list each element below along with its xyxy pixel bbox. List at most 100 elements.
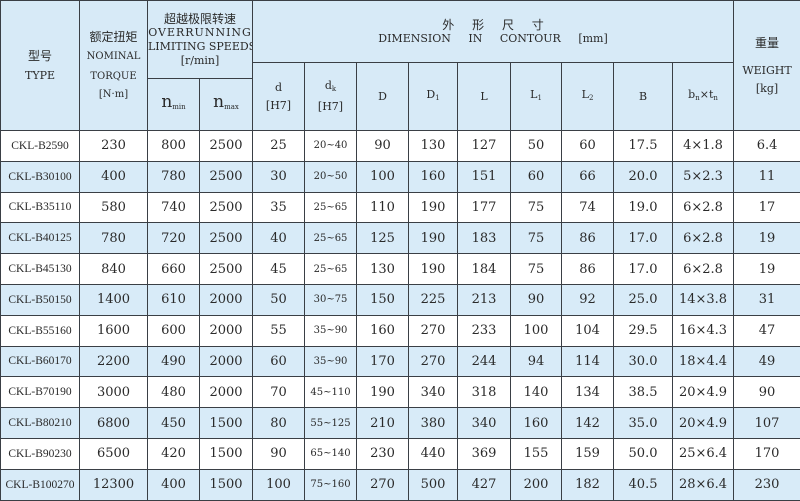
weight-header-cn: 重量: [734, 36, 800, 50]
speed-header-en2: LIMITING SPEEDS: [148, 40, 252, 54]
cell-L2: 104: [562, 315, 614, 346]
cell-d: 50: [253, 284, 305, 315]
cell-D1: 190: [409, 192, 458, 223]
cell-torque: 6800: [80, 408, 148, 439]
cell-L: 318: [458, 377, 511, 408]
cell-bn-tn: 16×4.3: [673, 315, 734, 346]
col-L1: L1: [511, 63, 562, 131]
cell-nmin: 480: [148, 377, 200, 408]
cell-d: 60: [253, 346, 305, 377]
cell-B: 40.5: [614, 469, 673, 500]
cell-B: 19.0: [614, 192, 673, 223]
cell-B: 35.0: [614, 408, 673, 439]
cell-d: 70: [253, 377, 305, 408]
cell-type: CKL-B70190: [1, 377, 80, 408]
cell-D: 270: [357, 469, 409, 500]
cell-L: 177: [458, 192, 511, 223]
cell-d: 35: [253, 192, 305, 223]
cell-torque: 6500: [80, 438, 148, 469]
cell-D: 170: [357, 346, 409, 377]
cell-L2: 142: [562, 408, 614, 439]
speed-header: 超越极限转速 OVERRUNNING LIMITING SPEEDS [r/mi…: [148, 1, 253, 79]
speed-header-unit: [r/min]: [148, 54, 252, 68]
cell-D1: 160: [409, 161, 458, 192]
dim-cn-char: 外: [442, 18, 454, 32]
col-d-unit: [H7]: [253, 99, 304, 113]
dim-cn-char: 形: [472, 18, 484, 32]
cell-nmax: 2500: [200, 161, 253, 192]
cell-type: CKL-B2590: [1, 131, 80, 162]
torque-header: 额定扭矩 NOMINAL TORQUE [N·m]: [80, 1, 148, 131]
torque-header-en2: TORQUE: [80, 70, 147, 84]
cell-L2: 66: [562, 161, 614, 192]
cell-dk: 35~90: [305, 346, 357, 377]
cell-weight: 31: [734, 284, 800, 315]
cell-L1: 94: [511, 346, 562, 377]
cell-bn-tn: 14×3.8: [673, 284, 734, 315]
cell-B: 17.0: [614, 254, 673, 285]
col-d: d [H7]: [253, 63, 305, 131]
cell-bn-tn: 20×4.9: [673, 408, 734, 439]
cell-d: 40: [253, 223, 305, 254]
cell-nmax: 2000: [200, 346, 253, 377]
cell-type: CKL-B30100: [1, 161, 80, 192]
cell-torque: 2200: [80, 346, 148, 377]
cell-nmax: 2500: [200, 192, 253, 223]
cell-L1: 75: [511, 254, 562, 285]
speed-header-cn: 超越极限转速: [148, 12, 252, 26]
cell-L: 151: [458, 161, 511, 192]
cell-B: 29.5: [614, 315, 673, 346]
cell-nmin: 660: [148, 254, 200, 285]
cell-nmax: 2500: [200, 223, 253, 254]
table-header: 型号 TYPE 额定扭矩 NOMINAL TORQUE [N·m] 超越极限转速…: [1, 1, 800, 131]
weight-header: 重量 WEIGHT [kg]: [734, 1, 800, 131]
cell-L1: 75: [511, 223, 562, 254]
dim-en-word: CONTOUR: [500, 32, 561, 45]
cell-type: CKL-B40125: [1, 223, 80, 254]
cell-dk: 20~40: [305, 131, 357, 162]
speed-header-en1: OVERRUNNING: [148, 26, 252, 40]
cell-nmax: 2000: [200, 284, 253, 315]
cell-nmin: 600: [148, 315, 200, 346]
cell-bn-tn: 5×2.3: [673, 161, 734, 192]
cell-bn-tn: 28×6.4: [673, 469, 734, 500]
cell-L2: 159: [562, 438, 614, 469]
cell-d: 30: [253, 161, 305, 192]
cell-weight: 47: [734, 315, 800, 346]
cell-nmin: 490: [148, 346, 200, 377]
torque-header-cn: 额定扭矩: [80, 30, 147, 44]
cell-bn-tn: 18×4.4: [673, 346, 734, 377]
cell-torque: 230: [80, 131, 148, 162]
cell-dk: 45~110: [305, 377, 357, 408]
weight-header-en: WEIGHT: [734, 64, 800, 78]
cell-dk: 75~160: [305, 469, 357, 500]
cell-D1: 270: [409, 315, 458, 346]
dim-cn-char: 寸: [532, 18, 544, 32]
cell-nmin: 450: [148, 408, 200, 439]
cell-L: 183: [458, 223, 511, 254]
cell-D: 130: [357, 254, 409, 285]
cell-d: 90: [253, 438, 305, 469]
cell-d: 45: [253, 254, 305, 285]
cell-torque: 1600: [80, 315, 148, 346]
cell-L2: 92: [562, 284, 614, 315]
cell-L1: 140: [511, 377, 562, 408]
cell-D: 100: [357, 161, 409, 192]
cell-bn-tn: 6×2.8: [673, 223, 734, 254]
cell-L: 427: [458, 469, 511, 500]
cell-bn-tn: 20×4.9: [673, 377, 734, 408]
torque-header-unit: [N·m]: [80, 88, 147, 102]
col-d-label: d: [253, 81, 304, 95]
cell-torque: 840: [80, 254, 148, 285]
cell-nmin: 740: [148, 192, 200, 223]
cell-bn-tn: 25×6.4: [673, 438, 734, 469]
col-nmin: nmin: [148, 79, 200, 131]
